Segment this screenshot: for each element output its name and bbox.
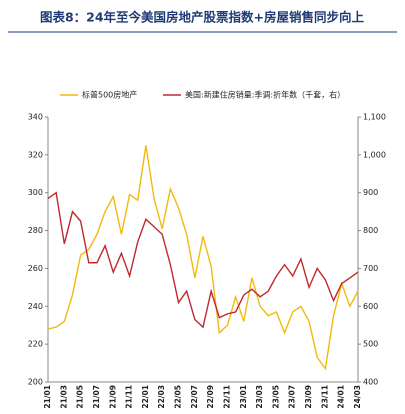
y2-tick-label: 700: [363, 264, 378, 273]
y-tick-label: 340: [28, 113, 43, 122]
series-line: [47, 191, 359, 329]
y-tick-label: 260: [28, 264, 43, 273]
x-tick-label: 21/05: [76, 385, 85, 409]
x-tick-label: 23/11: [320, 385, 329, 409]
series-line: [47, 145, 359, 371]
x-tick-label: 23/01: [239, 385, 248, 409]
x-tick-label: 22/03: [157, 385, 166, 409]
x-tick-label: 24/01: [337, 385, 346, 409]
y-tick-label: 300: [28, 188, 43, 197]
y2-tick-label: 900: [363, 188, 378, 197]
y-tick-label: 320: [28, 150, 43, 159]
x-tick-label: 22/05: [174, 385, 183, 409]
legend-label: 标普500房地产: [82, 90, 137, 100]
y-tick-label: 280: [28, 226, 43, 235]
y-tick-label: 200: [28, 378, 43, 387]
x-tick-label: 22/11: [222, 385, 231, 409]
y-tick-label: 240: [28, 302, 43, 311]
x-tick-label: 21/11: [125, 385, 134, 409]
x-tick-label: 23/09: [304, 385, 313, 409]
x-tick-label: 23/05: [271, 385, 280, 409]
x-tick-label: 22/01: [141, 385, 150, 409]
y2-tick-label: 1,000: [363, 150, 386, 159]
x-tick-label: 23/07: [288, 385, 297, 409]
y2-tick-label: 800: [363, 226, 378, 235]
x-tick-label: 22/07: [190, 385, 199, 409]
x-tick-label: 24/03: [353, 385, 362, 409]
legend-label: 美国:新建住房销量:季调:折年数（千套，右）: [185, 90, 345, 100]
x-tick-label: 21/01: [43, 385, 52, 409]
x-tick-label: 21/07: [92, 385, 101, 409]
y2-tick-label: 600: [363, 302, 378, 311]
y-tick-label: 220: [28, 340, 43, 349]
x-tick-label: 23/03: [255, 385, 264, 409]
x-tick-label: 21/03: [59, 385, 68, 409]
x-tick-label: 22/09: [206, 385, 215, 409]
y2-tick-label: 400: [363, 378, 378, 387]
y2-tick-label: 1,100: [363, 113, 386, 122]
chart-title: 图表8：24年至今美国房地产股票指数+房屋销售同步向上: [40, 10, 365, 25]
y2-tick-label: 500: [363, 340, 378, 349]
x-tick-label: 21/09: [108, 385, 117, 409]
